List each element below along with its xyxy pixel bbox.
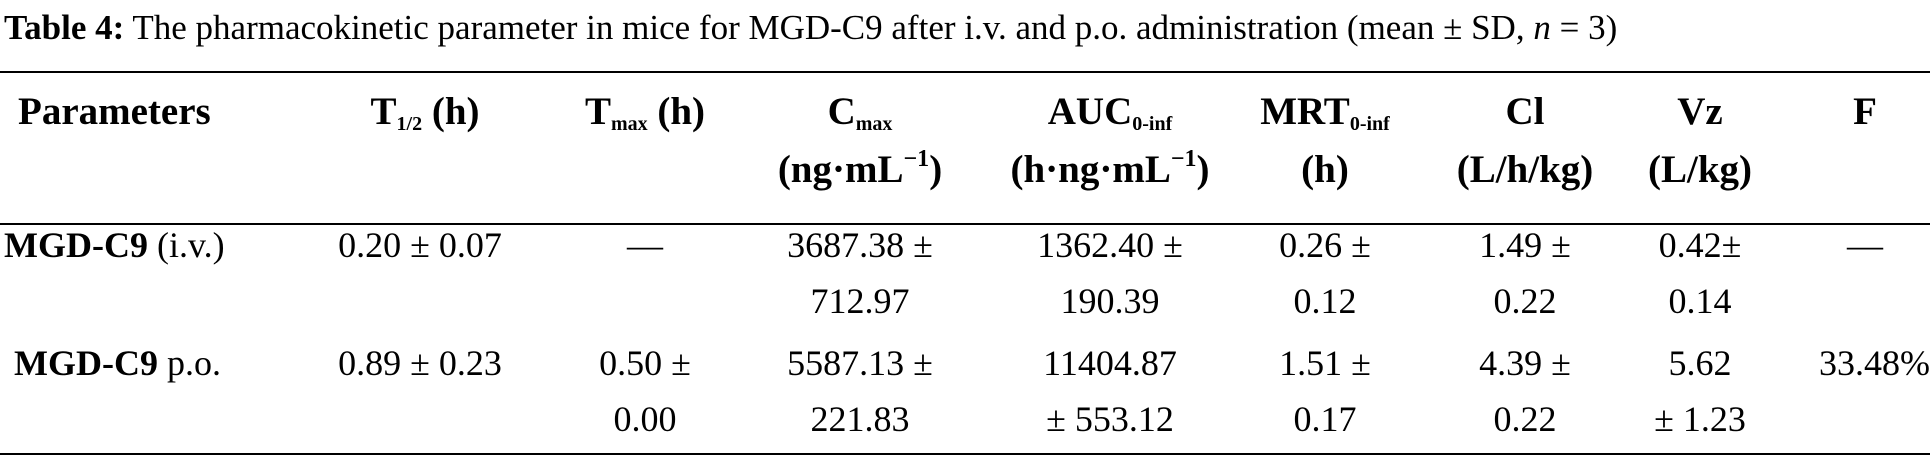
- header-f: F: [1853, 90, 1877, 133]
- header-parameters: Parameters: [18, 90, 211, 133]
- table-cell-mrt: 1.51 ± 0.17: [1279, 343, 1371, 439]
- header-cl-unit: (L/h/kg): [1456, 148, 1594, 191]
- header-cl: Cl: [1505, 90, 1545, 133]
- table-header-rule: [0, 223, 1930, 225]
- table-cell-vz: 5.62 ± 1.23: [1654, 343, 1746, 439]
- table-cell-t-max: —: [627, 225, 663, 265]
- table-row-label: MGD-C9 p.o.: [14, 343, 221, 383]
- caption-n-symbol: n: [1533, 8, 1551, 47]
- header-auc: AUC0-inf: [1047, 90, 1173, 135]
- table-top-rule: [0, 71, 1930, 73]
- table-cell-f: —: [1847, 225, 1883, 265]
- table-cell-auc: 11404.87 ± 553.12: [1043, 343, 1177, 439]
- table-cell-cl: 1.49 ± 0.22: [1479, 225, 1571, 321]
- header-c-max: Cmax: [827, 90, 893, 135]
- caption-text: The pharmacokinetic parameter in mice fo…: [132, 8, 1534, 47]
- table-cell-t-half: 0.89 ± 0.23: [338, 343, 502, 383]
- table-cell-c-max: 3687.38 ± 712.97: [787, 225, 933, 321]
- table-row-label: MGD-C9 (i.v.): [4, 225, 225, 265]
- table-cell-mrt: 0.26 ± 0.12: [1279, 225, 1371, 321]
- caption-text-end: = 3): [1550, 8, 1618, 47]
- table-cell-c-max: 5587.13 ± 221.83: [787, 343, 933, 439]
- table-cell-cl: 4.39 ± 0.22: [1479, 343, 1571, 439]
- header-mrt-unit: (h): [1301, 148, 1349, 191]
- table-cell-vz: 0.42± 0.14: [1658, 225, 1742, 321]
- table-bottom-rule: [0, 453, 1930, 455]
- table-cell-auc: 1362.40 ± 190.39: [1037, 225, 1183, 321]
- header-vz-unit: (L/kg): [1647, 148, 1752, 191]
- table-caption: Table 4: The pharmacokinetic parameter i…: [4, 2, 1617, 54]
- caption-label: Table 4:: [4, 8, 125, 47]
- header-auc-unit: (h·ng·mL−1): [1010, 146, 1210, 191]
- table-cell-t-half: 0.20 ± 0.07: [338, 225, 502, 265]
- table-cell-f: 33.48%: [1819, 343, 1930, 383]
- header-mrt: MRT0-inf: [1260, 90, 1390, 135]
- header-vz: Vz: [1677, 90, 1723, 133]
- header-t-max: Tmax (h): [584, 90, 706, 135]
- header-t-half: T1/2 (h): [370, 90, 480, 135]
- header-c-max-unit: (ng·mL−1): [777, 146, 943, 191]
- table-cell-t-max: 0.50 ± 0.00: [599, 343, 691, 439]
